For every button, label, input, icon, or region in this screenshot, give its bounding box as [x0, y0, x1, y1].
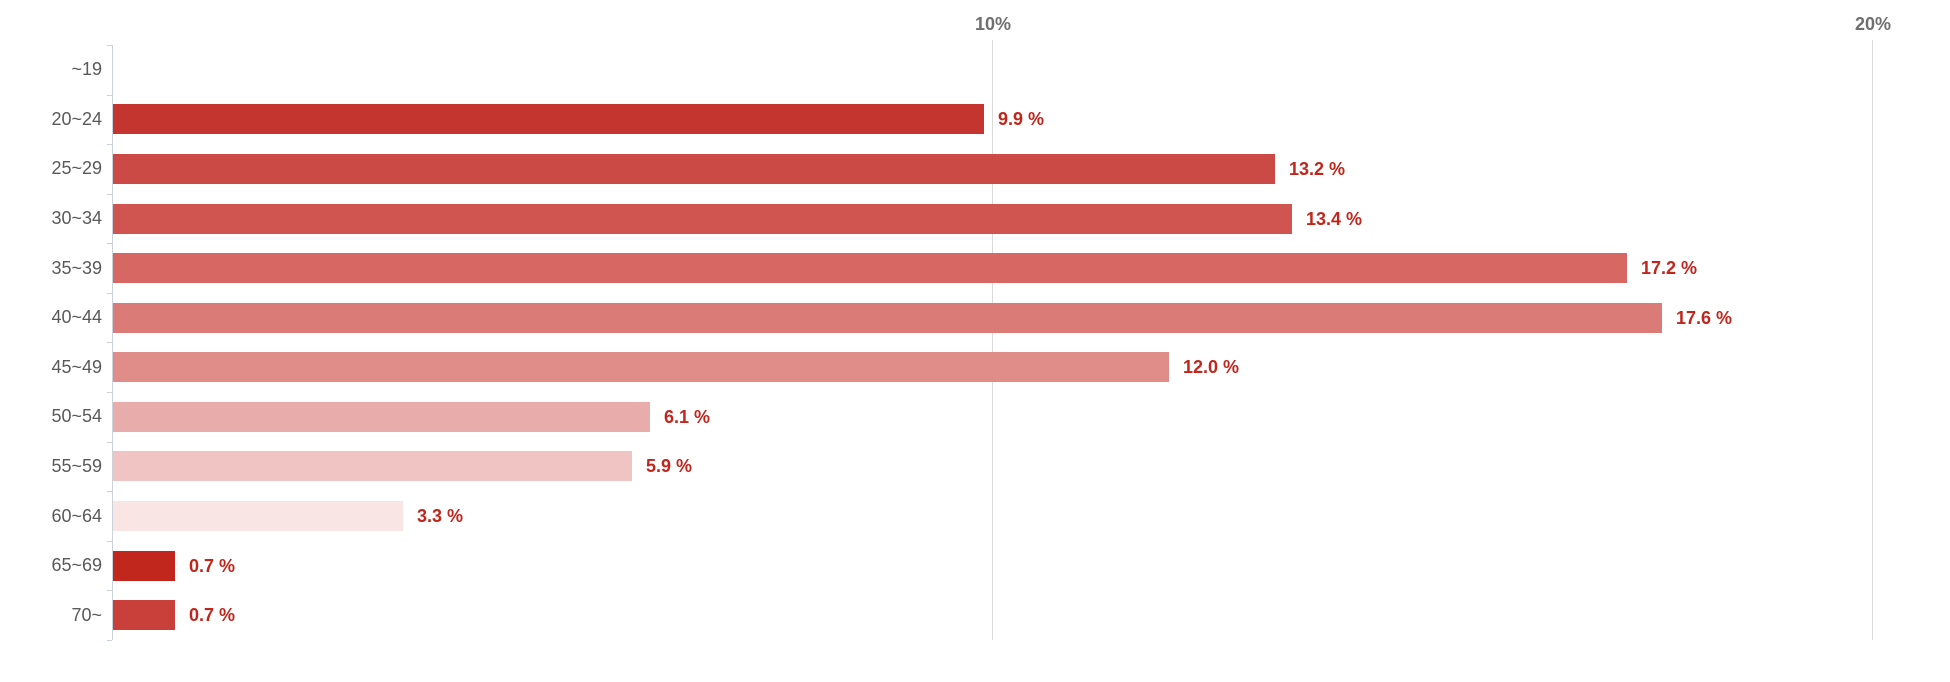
- bar: [113, 303, 1662, 333]
- bar: [113, 204, 1292, 234]
- bar: [113, 451, 632, 481]
- bar: [113, 154, 1275, 184]
- y-axis-tick: [107, 342, 112, 343]
- bar: [113, 501, 403, 531]
- value-label: 5.9 %: [646, 456, 693, 476]
- category-label: 30~34: [51, 208, 102, 228]
- y-axis-tick: [107, 95, 112, 96]
- y-axis-tick: [107, 243, 112, 244]
- y-axis-tick: [107, 442, 112, 443]
- value-label: 0.7 %: [189, 556, 236, 576]
- value-label: 17.6 %: [1676, 308, 1733, 328]
- x-axis-tick-label-10: 10%: [974, 14, 1012, 34]
- value-label: 13.4 %: [1306, 209, 1363, 229]
- category-label: ~19: [71, 59, 102, 79]
- y-axis-tick: [107, 392, 112, 393]
- value-label: 3.3 %: [417, 506, 464, 526]
- y-axis-tick: [107, 293, 112, 294]
- category-label: 65~69: [51, 555, 102, 575]
- bar: [113, 352, 1169, 382]
- gridline-10-percent: [992, 40, 993, 640]
- bar: [113, 253, 1627, 283]
- y-axis-tick: [107, 194, 112, 195]
- category-label: 40~44: [51, 307, 102, 327]
- y-axis-tick: [107, 491, 112, 492]
- category-label: 70~: [71, 605, 102, 625]
- category-label: 20~24: [51, 109, 102, 129]
- value-label: 9.9 %: [998, 109, 1045, 129]
- value-label: 13.2 %: [1289, 159, 1346, 179]
- category-label: 55~59: [51, 456, 102, 476]
- bar: [113, 551, 175, 581]
- y-axis-tick: [107, 45, 112, 46]
- value-label: 6.1 %: [664, 407, 711, 427]
- category-label: 45~49: [51, 357, 102, 377]
- category-label: 25~29: [51, 158, 102, 178]
- x-axis-tick-label-20: 20%: [1854, 14, 1892, 34]
- category-label: 60~64: [51, 506, 102, 526]
- value-label: 12.0 %: [1183, 357, 1240, 377]
- category-label: 35~39: [51, 258, 102, 278]
- y-axis-tick: [107, 541, 112, 542]
- value-label: 17.2 %: [1641, 258, 1698, 278]
- y-axis-line: [112, 45, 113, 640]
- y-axis-tick: [107, 590, 112, 591]
- bar: [113, 600, 175, 630]
- gridline-20-percent: [1872, 40, 1873, 640]
- y-axis-tick: [107, 640, 112, 641]
- bar: [113, 104, 984, 134]
- category-label: 50~54: [51, 406, 102, 426]
- y-axis-tick: [107, 144, 112, 145]
- value-label: 0.7 %: [189, 605, 236, 625]
- bar: [113, 402, 650, 432]
